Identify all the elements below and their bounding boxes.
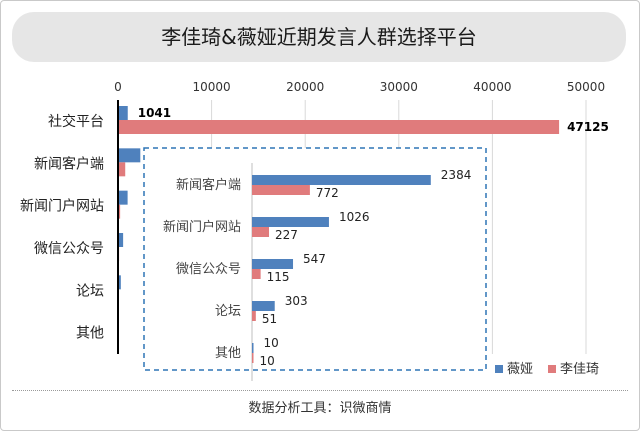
inset-data-label: 115 bbox=[267, 270, 290, 284]
main-x-tick: 50000 bbox=[567, 80, 605, 94]
main-bar-weiya bbox=[118, 148, 141, 163]
main-data-label: 1041 bbox=[138, 106, 171, 120]
main-bar-lijiaqi bbox=[118, 120, 560, 134]
inset-bar-weiya bbox=[252, 259, 294, 269]
main-x-tick-labels: 0 10000 20000 30000 40000 50000 bbox=[114, 80, 605, 94]
main-x-tick: 10000 bbox=[193, 80, 231, 94]
inset-data-label: 51 bbox=[262, 312, 277, 326]
chart-title: 李佳琦&薇娅近期发言人群选择平台 bbox=[12, 12, 626, 62]
legend-swatch-weiya bbox=[495, 365, 503, 373]
inset-data-label: 772 bbox=[316, 186, 339, 200]
inset-bar-lijiaqi bbox=[252, 269, 261, 279]
inset-bar-lijiaqi bbox=[252, 353, 254, 363]
inset-bar-weiya bbox=[252, 301, 275, 311]
main-category-label: 新闻客户端 bbox=[34, 155, 104, 172]
inset-data-label: 227 bbox=[275, 228, 298, 242]
main-bar-lijiaqi bbox=[118, 162, 126, 177]
main-bar-weiya bbox=[118, 233, 124, 247]
footer-source: 数据分析工具：识微商情 bbox=[248, 401, 392, 416]
main-category-label: 新闻门户网站 bbox=[20, 198, 104, 215]
legend-label-lijiaqi: 李佳琦 bbox=[560, 362, 599, 377]
inset-bars bbox=[252, 175, 431, 363]
main-category-label: 论坛 bbox=[76, 283, 104, 299]
inset-category-label: 新闻门户网站 bbox=[163, 219, 241, 235]
legend-label-weiya: 薇娅 bbox=[507, 362, 533, 377]
inset-category-label: 微信公众号 bbox=[176, 262, 241, 277]
main-x-tick: 20000 bbox=[286, 80, 324, 94]
inset-category-label: 论坛 bbox=[215, 304, 241, 319]
inset-data-label: 547 bbox=[303, 252, 326, 266]
inset-category-label: 其他 bbox=[215, 346, 241, 361]
main-category-label: 社交平台 bbox=[48, 113, 104, 130]
inset-category-label: 新闻客户端 bbox=[176, 177, 241, 193]
main-x-tick: 30000 bbox=[380, 80, 418, 94]
main-data-label: 47125 bbox=[567, 120, 609, 134]
footer-divider bbox=[12, 390, 628, 391]
inset-bar-weiya bbox=[252, 175, 431, 185]
inset-bar-weiya bbox=[252, 343, 254, 353]
inset-bar-lijiaqi bbox=[252, 227, 270, 237]
main-bar-weiya bbox=[118, 190, 128, 205]
inset-data-label: 2384 bbox=[441, 168, 472, 182]
main-data-labels: 1041 47125 bbox=[138, 106, 609, 134]
inset-data-label: 1026 bbox=[339, 210, 370, 224]
inset-bar-lijiaqi bbox=[252, 311, 256, 321]
legend: 薇娅 李佳琦 bbox=[495, 362, 599, 377]
main-x-tick: 40000 bbox=[473, 80, 511, 94]
main-category-label: 微信公众号 bbox=[34, 241, 104, 257]
inset-bar-lijiaqi bbox=[252, 185, 310, 195]
inset-bar-weiya bbox=[252, 217, 329, 227]
inset-data-label: 10 bbox=[260, 354, 275, 368]
inset-data-label: 10 bbox=[264, 336, 279, 350]
main-category-label: 其他 bbox=[76, 326, 104, 342]
main-bar-weiya bbox=[118, 275, 121, 290]
main-x-tick: 0 bbox=[114, 80, 122, 94]
inset-data-label: 303 bbox=[285, 294, 308, 308]
main-bar-weiya bbox=[118, 106, 128, 120]
legend-swatch-lijiaqi bbox=[548, 365, 556, 373]
main-bar-lijiaqi bbox=[118, 204, 121, 219]
